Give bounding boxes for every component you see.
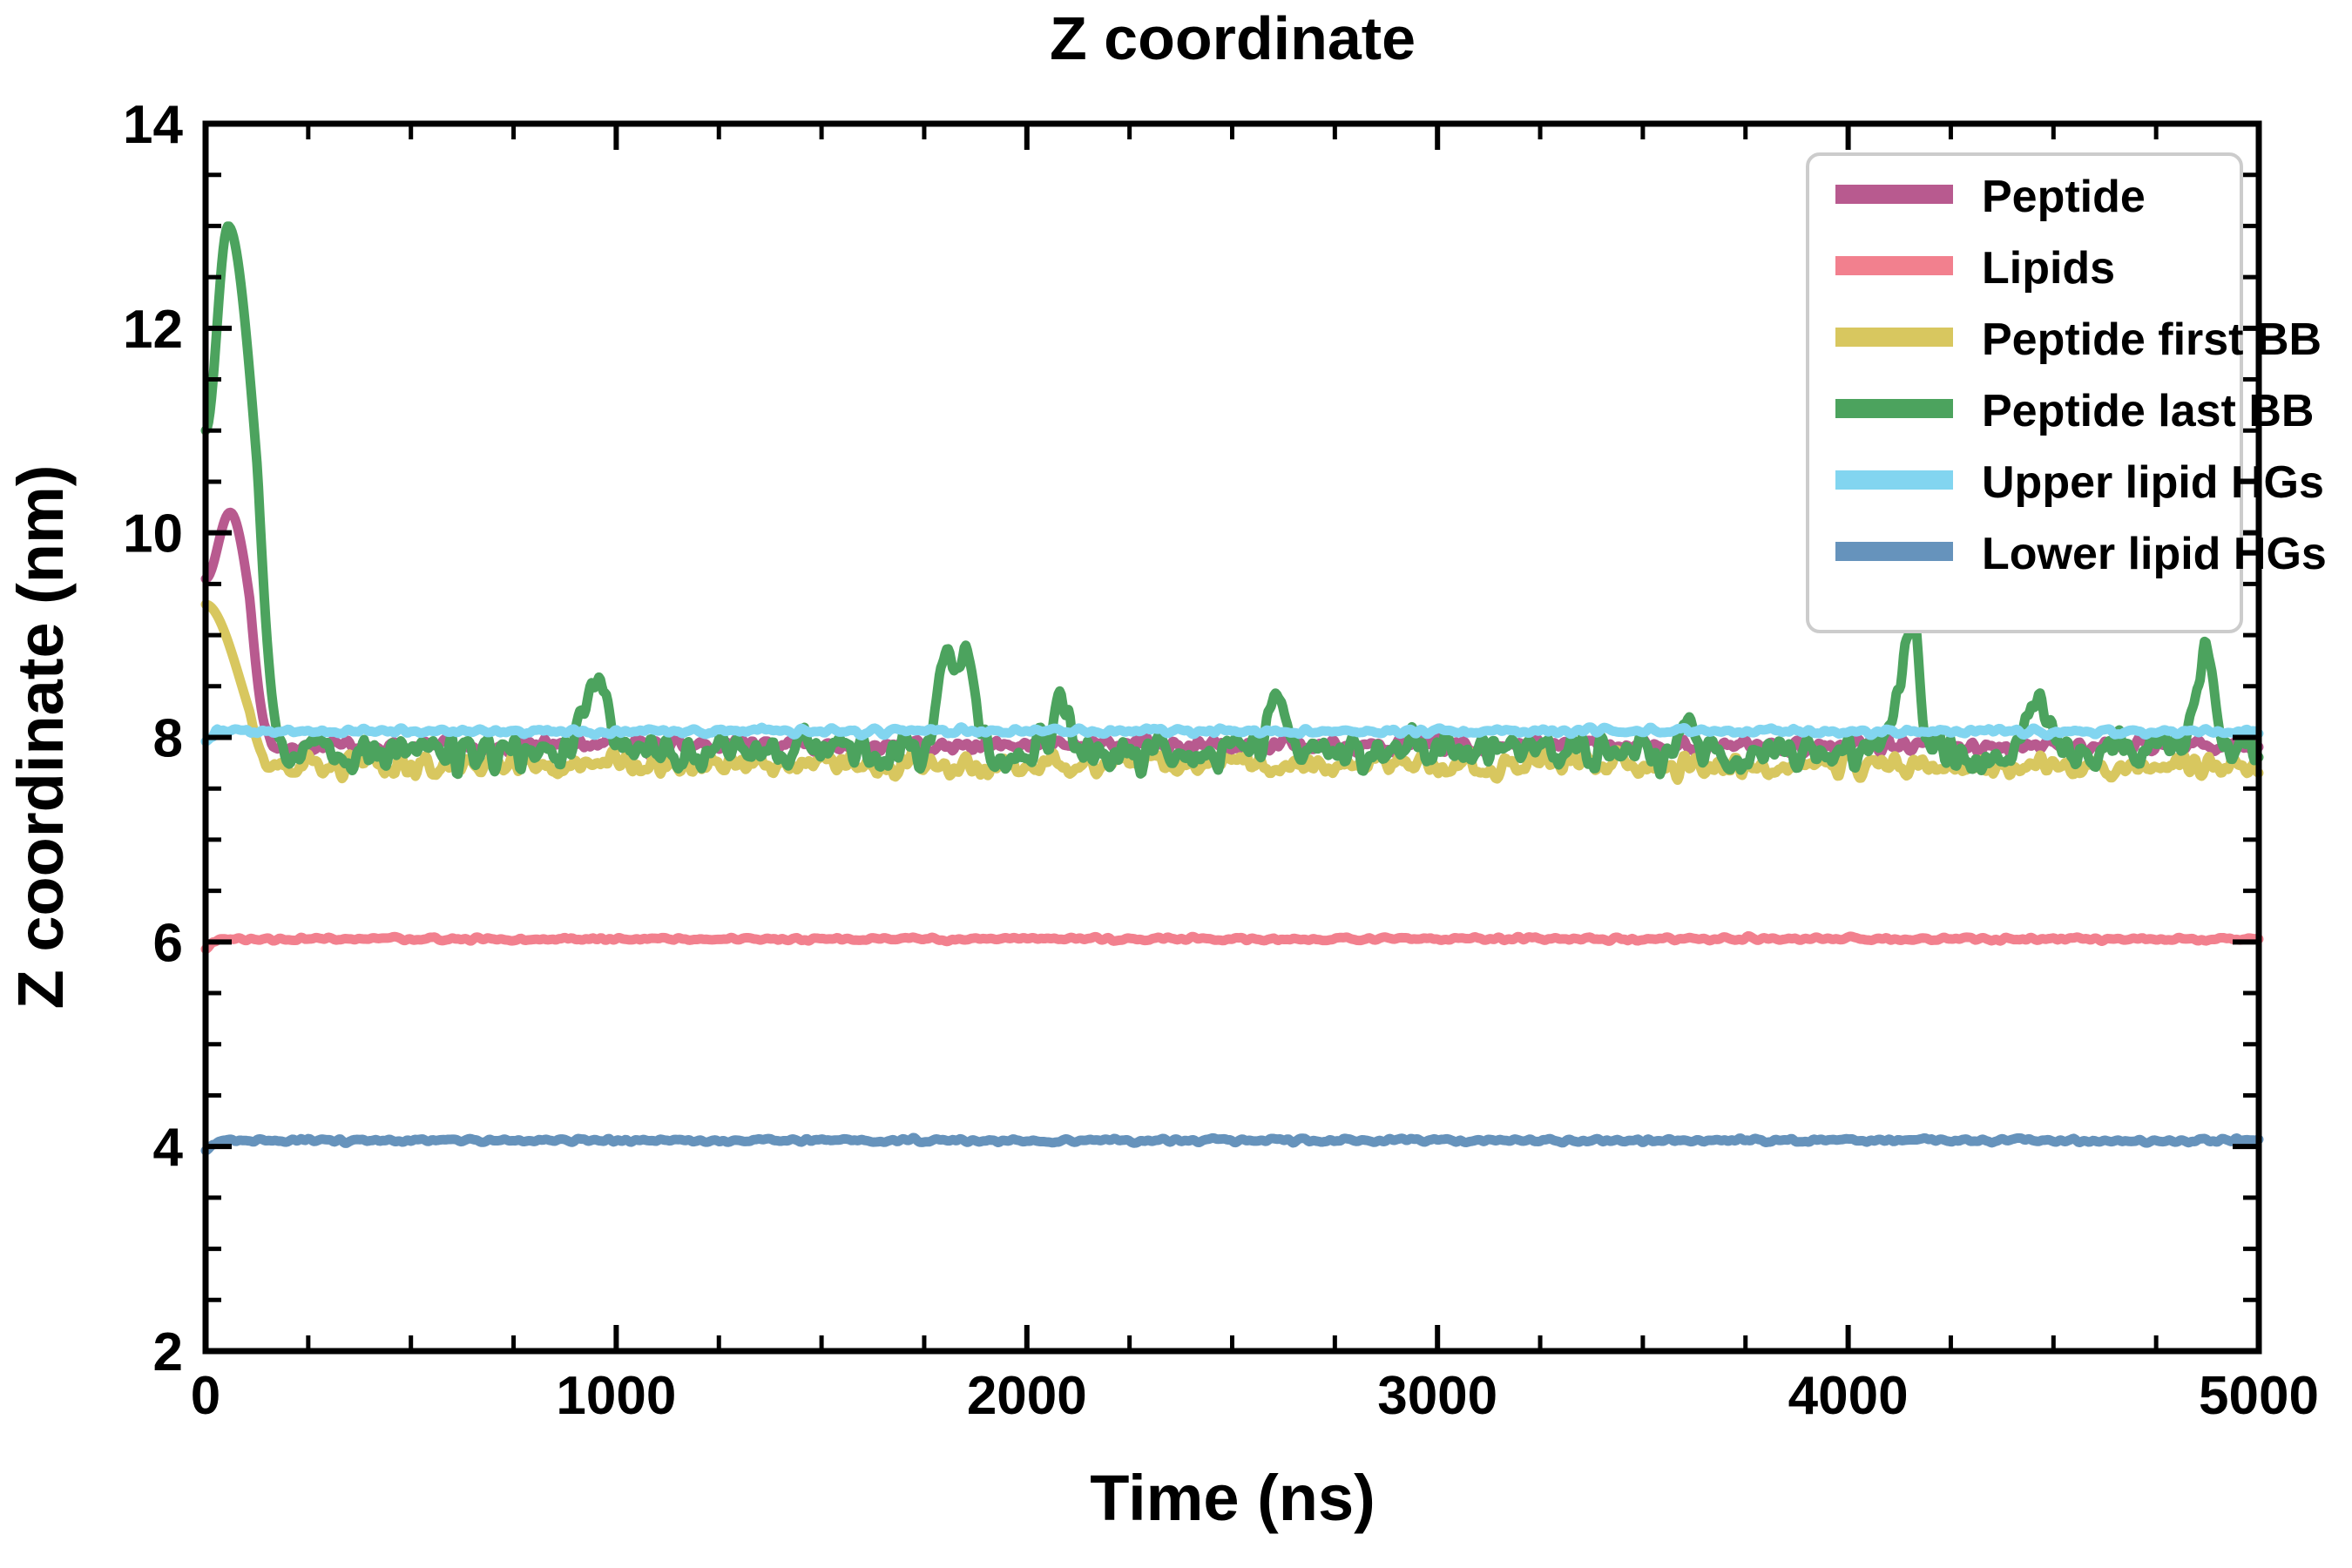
- plot-traces: [200, 221, 2264, 1156]
- series-line-peptide-first-bb: [200, 599, 2264, 786]
- series-line-lower-lipid-hgs: [200, 1132, 2264, 1156]
- legend-label-lipids: Lipids: [1982, 243, 2115, 294]
- y-tick-label: 8: [153, 709, 183, 769]
- y-tick-label: 2: [153, 1322, 183, 1382]
- x-tick-label: 5000: [2199, 1366, 2319, 1426]
- chart-title: Z coordinate: [1050, 4, 1416, 72]
- x-axis-label: Time (ns): [1090, 1462, 1375, 1534]
- y-axis-label: Z coordinate (nm): [4, 465, 77, 1010]
- x-tick-label: 0: [191, 1366, 220, 1426]
- legend-label-lower-lipid-hgs: Lower lipid HGs: [1982, 529, 2327, 579]
- x-tick-label: 4000: [1788, 1366, 1909, 1426]
- axes-layer: 0 1000 2000 3000 4000 5000 2 4 6 8 10 12 14: [123, 95, 2319, 1426]
- series-line-lipids: [200, 931, 2264, 955]
- legend-label-peptide-first-bb: Peptide first BB: [1982, 314, 2322, 365]
- x-tick-label: 3000: [1377, 1366, 1497, 1426]
- x-tick-label: 2000: [967, 1366, 1087, 1426]
- y-tick-label: 14: [123, 95, 183, 155]
- y-tick-label: 4: [153, 1118, 184, 1178]
- legend-label-peptide: Peptide: [1982, 172, 2146, 222]
- series-line-upper-lipid-hgs: [200, 722, 2264, 747]
- y-tick-label: 12: [123, 300, 183, 360]
- chart-legend: Peptide Lipids Peptide first BB Peptide las…: [1806, 152, 2327, 633]
- legend-label-peptide-last-bb: Peptide last BB: [1982, 386, 2314, 436]
- y-tick-label: 10: [123, 504, 183, 564]
- legend-label-upper-lipid-hgs: Upper lipid HGs: [1982, 457, 2324, 508]
- x-tick-label: 1000: [556, 1366, 676, 1426]
- y-tick-label: 6: [153, 913, 183, 973]
